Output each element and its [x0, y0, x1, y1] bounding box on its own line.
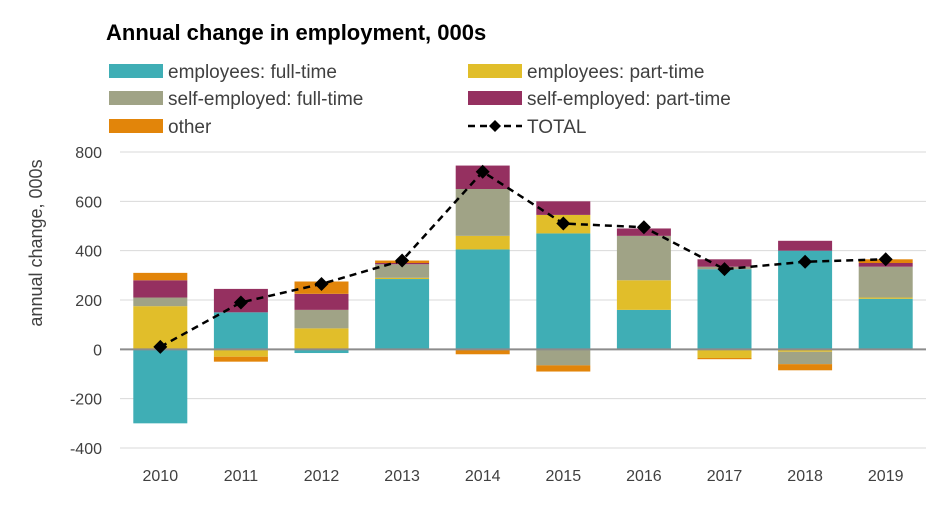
bar-employees-full-time-2015 [536, 233, 591, 350]
bar-self-employed-full-time-2012 [294, 309, 349, 329]
x-tick-label: 2010 [143, 468, 179, 485]
bar-self-employed-full-time-2014 [455, 189, 510, 236]
chart-bars [133, 165, 913, 424]
x-axis-ticks: 2010 2011 2012 2013 2014 2015 2016 2017 2018 2019 [143, 468, 904, 485]
bar-employees-full-time-2012 [294, 349, 349, 354]
bar-employees-full-time-2011 [213, 312, 268, 350]
bar-self-employed-full-time-2019 [858, 266, 913, 298]
point-total-2018 [798, 254, 813, 269]
bar-other-2017 [697, 357, 752, 360]
legend-item-self-employed-full-time: self-employed: full-time [109, 89, 363, 110]
bar-employees-part-time-2014 [455, 235, 510, 250]
x-tick-label: 2012 [304, 468, 340, 485]
chart-legend: employees: full-time employees: part-time… [109, 62, 731, 138]
y-tick-label: 0 [93, 342, 102, 359]
bar-other-2014 [455, 349, 510, 355]
x-tick-label: 2011 [224, 468, 259, 485]
bar-self-employed-part-time-2015 [536, 201, 591, 215]
legend-label: self-employed: part-time [527, 89, 731, 110]
x-tick-label: 2015 [546, 468, 582, 485]
bar-employees-part-time-2013 [375, 277, 430, 280]
bar-self-employed-part-time-2012 [294, 293, 349, 310]
x-tick-label: 2018 [787, 468, 823, 485]
bar-employees-full-time-2013 [375, 279, 430, 350]
bar-employees-part-time-2016 [616, 280, 671, 310]
legend-label: TOTAL [527, 117, 586, 138]
point-total-2010 [153, 339, 168, 354]
bar-self-employed-full-time-2015 [536, 349, 591, 366]
bar-self-employed-full-time-2016 [616, 235, 671, 281]
bar-employees-full-time-2016 [616, 309, 671, 350]
legend-marker-total [489, 120, 501, 132]
y-axis-title: annual change, 000s [26, 159, 46, 326]
legend-item-other: other [109, 117, 212, 138]
bar-other-2011 [213, 356, 268, 362]
legend-item-employees-part-time: employees: part-time [468, 62, 704, 83]
point-total-2016 [636, 220, 651, 235]
y-tick-label: -200 [70, 392, 102, 409]
bar-employees-part-time-2012 [294, 328, 349, 350]
y-tick-label: 800 [75, 145, 102, 162]
point-total-2019 [878, 252, 893, 267]
line-total [159, 170, 886, 348]
y-tick-label: -400 [70, 441, 102, 458]
legend-label: self-employed: full-time [168, 89, 363, 110]
x-tick-label: 2019 [868, 468, 904, 485]
point-total-2014 [475, 164, 490, 179]
bar-employees-full-time-2017 [697, 269, 752, 350]
x-tick-label: 2014 [465, 468, 501, 485]
x-tick-label: 2017 [707, 468, 743, 485]
bar-employees-part-time-2019 [858, 297, 913, 299]
legend-label: employees: full-time [168, 62, 337, 83]
point-total-2015 [556, 216, 571, 231]
legend-label: other [168, 117, 212, 138]
bar-employees-part-time-2018 [778, 349, 833, 352]
bar-other-2018 [778, 364, 833, 371]
legend-swatch-self-employed-part-time [468, 91, 522, 105]
bar-employees-part-time-2017 [697, 349, 752, 358]
total-line-series [153, 164, 893, 354]
legend-swatch-self-employed-full-time [109, 91, 163, 105]
bar-other-2015 [536, 365, 591, 372]
point-total-2013 [395, 253, 410, 268]
chart-title: Annual change in employment, 000s [106, 20, 486, 45]
x-tick-label: 2013 [384, 468, 420, 485]
legend-item-total: TOTAL [468, 117, 586, 138]
bar-employees-full-time-2010 [133, 349, 188, 424]
y-tick-label: 200 [75, 293, 102, 310]
y-tick-label: 400 [75, 244, 102, 261]
legend-swatch-employees-full-time [109, 64, 163, 78]
point-total-2011 [233, 295, 248, 310]
point-total-2012 [314, 276, 329, 291]
bar-self-employed-full-time-2010 [133, 297, 188, 307]
y-axis-ticks: 800 600 400 200 0 -200 -400 [70, 145, 102, 458]
y-tick-label: 600 [75, 194, 102, 211]
legend-swatch-other [109, 119, 163, 133]
legend-item-employees-full-time: employees: full-time [109, 62, 337, 83]
legend-swatch-employees-part-time [468, 64, 522, 78]
bar-employees-full-time-2019 [858, 298, 913, 350]
bar-self-employed-full-time-2018 [778, 351, 833, 365]
bar-self-employed-part-time-2018 [778, 240, 833, 251]
legend-label: employees: part-time [527, 62, 704, 83]
bar-other-2010 [133, 272, 188, 281]
x-tick-label: 2016 [626, 468, 662, 485]
bar-employees-full-time-2014 [455, 249, 510, 350]
point-total-2017 [717, 262, 732, 277]
bar-self-employed-part-time-2010 [133, 280, 188, 298]
bar-self-employed-full-time-2013 [375, 264, 430, 278]
legend-item-self-employed-part-time: self-employed: part-time [468, 89, 731, 110]
bar-employees-part-time-2011 [213, 349, 268, 357]
